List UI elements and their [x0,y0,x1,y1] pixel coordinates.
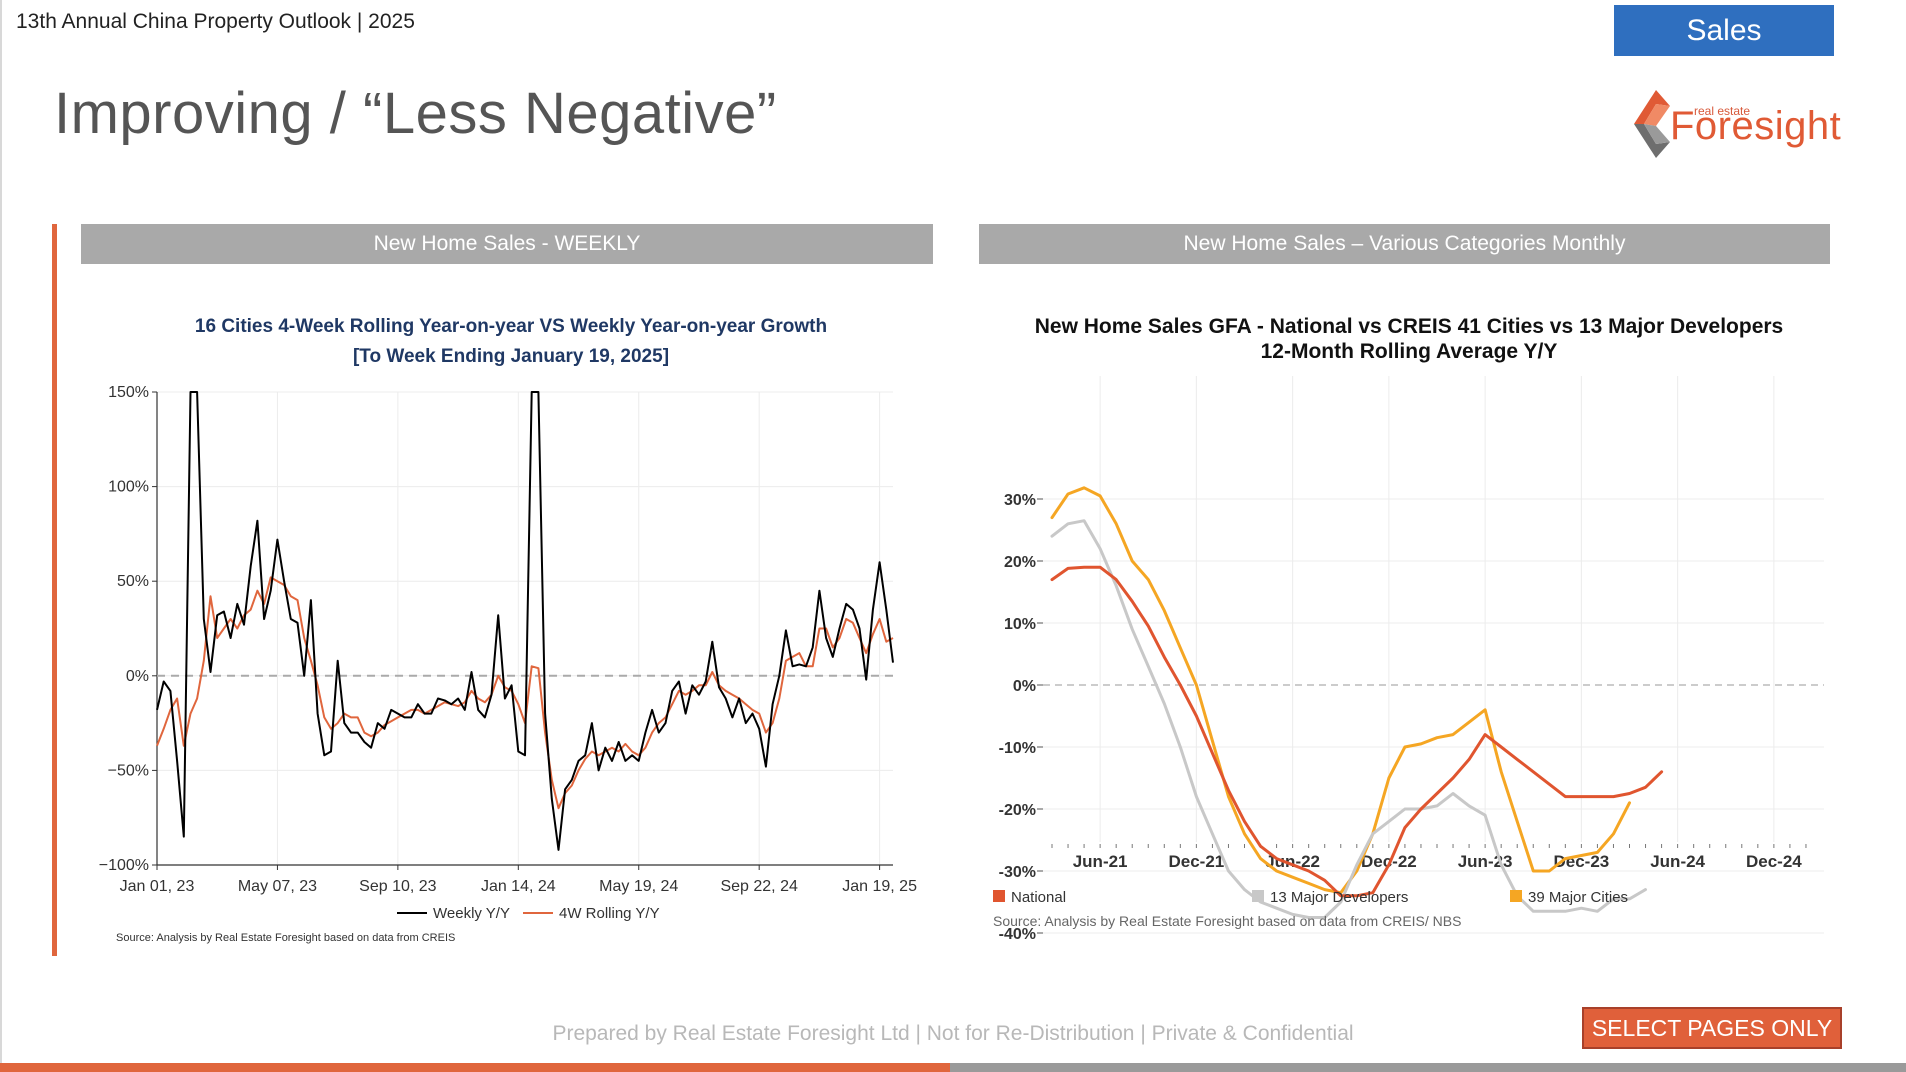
y-tick-label: 100% [108,479,149,496]
legend-label: 13 Major Developers [1270,889,1408,906]
chart-subtitle: [To Week Ending January 19, 2025] [353,346,669,367]
monthly-categories-chart: New Home Sales GFA - National vs CREIS 4… [993,315,1824,943]
series-line-4w-rolling-y-y [156,576,894,810]
footer-text: Prepared by Real Estate Foresight Ltd | … [552,1022,1354,1045]
y-tick-label: −50% [108,762,149,779]
section-tag: Sales [1614,5,1834,56]
right-panel-header: New Home Sales – Various Categories Mont… [979,224,1830,264]
series-line-weekly-y-y [156,391,894,851]
x-tick-label: Jan 19, 25 [842,878,917,895]
chart-source: Source: Analysis by Real Estate Foresigh… [116,932,455,944]
legend-label: 39 Major Cities [1528,889,1628,906]
chart-subtitle: 12-Month Rolling Average Y/Y [1261,340,1558,363]
x-tick-label: Sep 10, 23 [359,878,437,895]
chart-title: 16 Cities 4-Week Rolling Year-on-year VS… [195,316,827,337]
chart-title: New Home Sales GFA - National vs CREIS 4… [1035,315,1784,338]
weekly-sales-chart: 16 Cities 4-Week Rolling Year-on-year VS… [99,316,917,944]
series-line-national [1050,565,1664,898]
y-tick-label: -40% [999,926,1036,943]
x-tick-label: Jun-21 [1073,852,1128,871]
accent-bar [52,224,57,956]
x-tick-label: Sep 22, 24 [720,878,798,895]
left-panel-header: New Home Sales - WEEKLY [81,224,933,264]
y-tick-label: -20% [999,802,1036,819]
legend-label: Weekly Y/Y [433,905,510,922]
select-pages-badge: SELECT PAGES ONLY [1582,1007,1842,1049]
logo-big-text: Foresight [1670,104,1842,148]
slide-frame [0,0,2,1072]
y-tick-label: -30% [999,864,1036,881]
legend-swatch-13-major-developers [1252,890,1264,902]
chart-source: Source: Analysis by Real Estate Foresigh… [993,913,1461,929]
x-tick-label: Dec-21 [1168,852,1224,871]
x-tick-label: May 19, 24 [599,878,678,895]
x-tick-label: Dec-24 [1746,852,1802,871]
legend-swatch-national [993,890,1005,902]
series-line-13-major-developers [1050,519,1647,919]
y-tick-label: -10% [999,740,1036,757]
series-line-39-major-cities [1050,486,1631,895]
legend-label: National [1011,889,1066,906]
slide-title: Improving / “Less Negative” [54,81,777,146]
logo-diamond-icon [1634,90,1670,158]
bottom-bar-accent [0,1063,950,1072]
bottom-bar-neutral [950,1063,1906,1072]
x-tick-label: Jun-24 [1650,852,1705,871]
deck-title: 13th Annual China Property Outlook | 202… [16,10,415,33]
x-tick-label: Jan 14, 24 [481,878,556,895]
y-tick-label: 20% [1004,554,1036,571]
legend-label: 4W Rolling Y/Y [559,905,660,922]
y-tick-label: 10% [1004,616,1036,633]
y-tick-label: 150% [108,384,149,401]
logo-small-text: real estate [1694,104,1751,118]
legend-swatch-39-major-cities [1510,890,1522,902]
y-tick-label: 30% [1004,492,1036,509]
y-tick-label: 0% [126,668,149,685]
y-tick-label: 50% [117,573,149,590]
y-tick-label: −100% [99,857,149,874]
x-tick-label: Jan 01, 23 [120,878,195,895]
x-tick-label: Jun-22 [1265,852,1320,871]
y-tick-label: 0% [1013,678,1036,695]
x-tick-label: May 07, 23 [238,878,317,895]
company-logo: real estate Foresight [1626,84,1841,164]
